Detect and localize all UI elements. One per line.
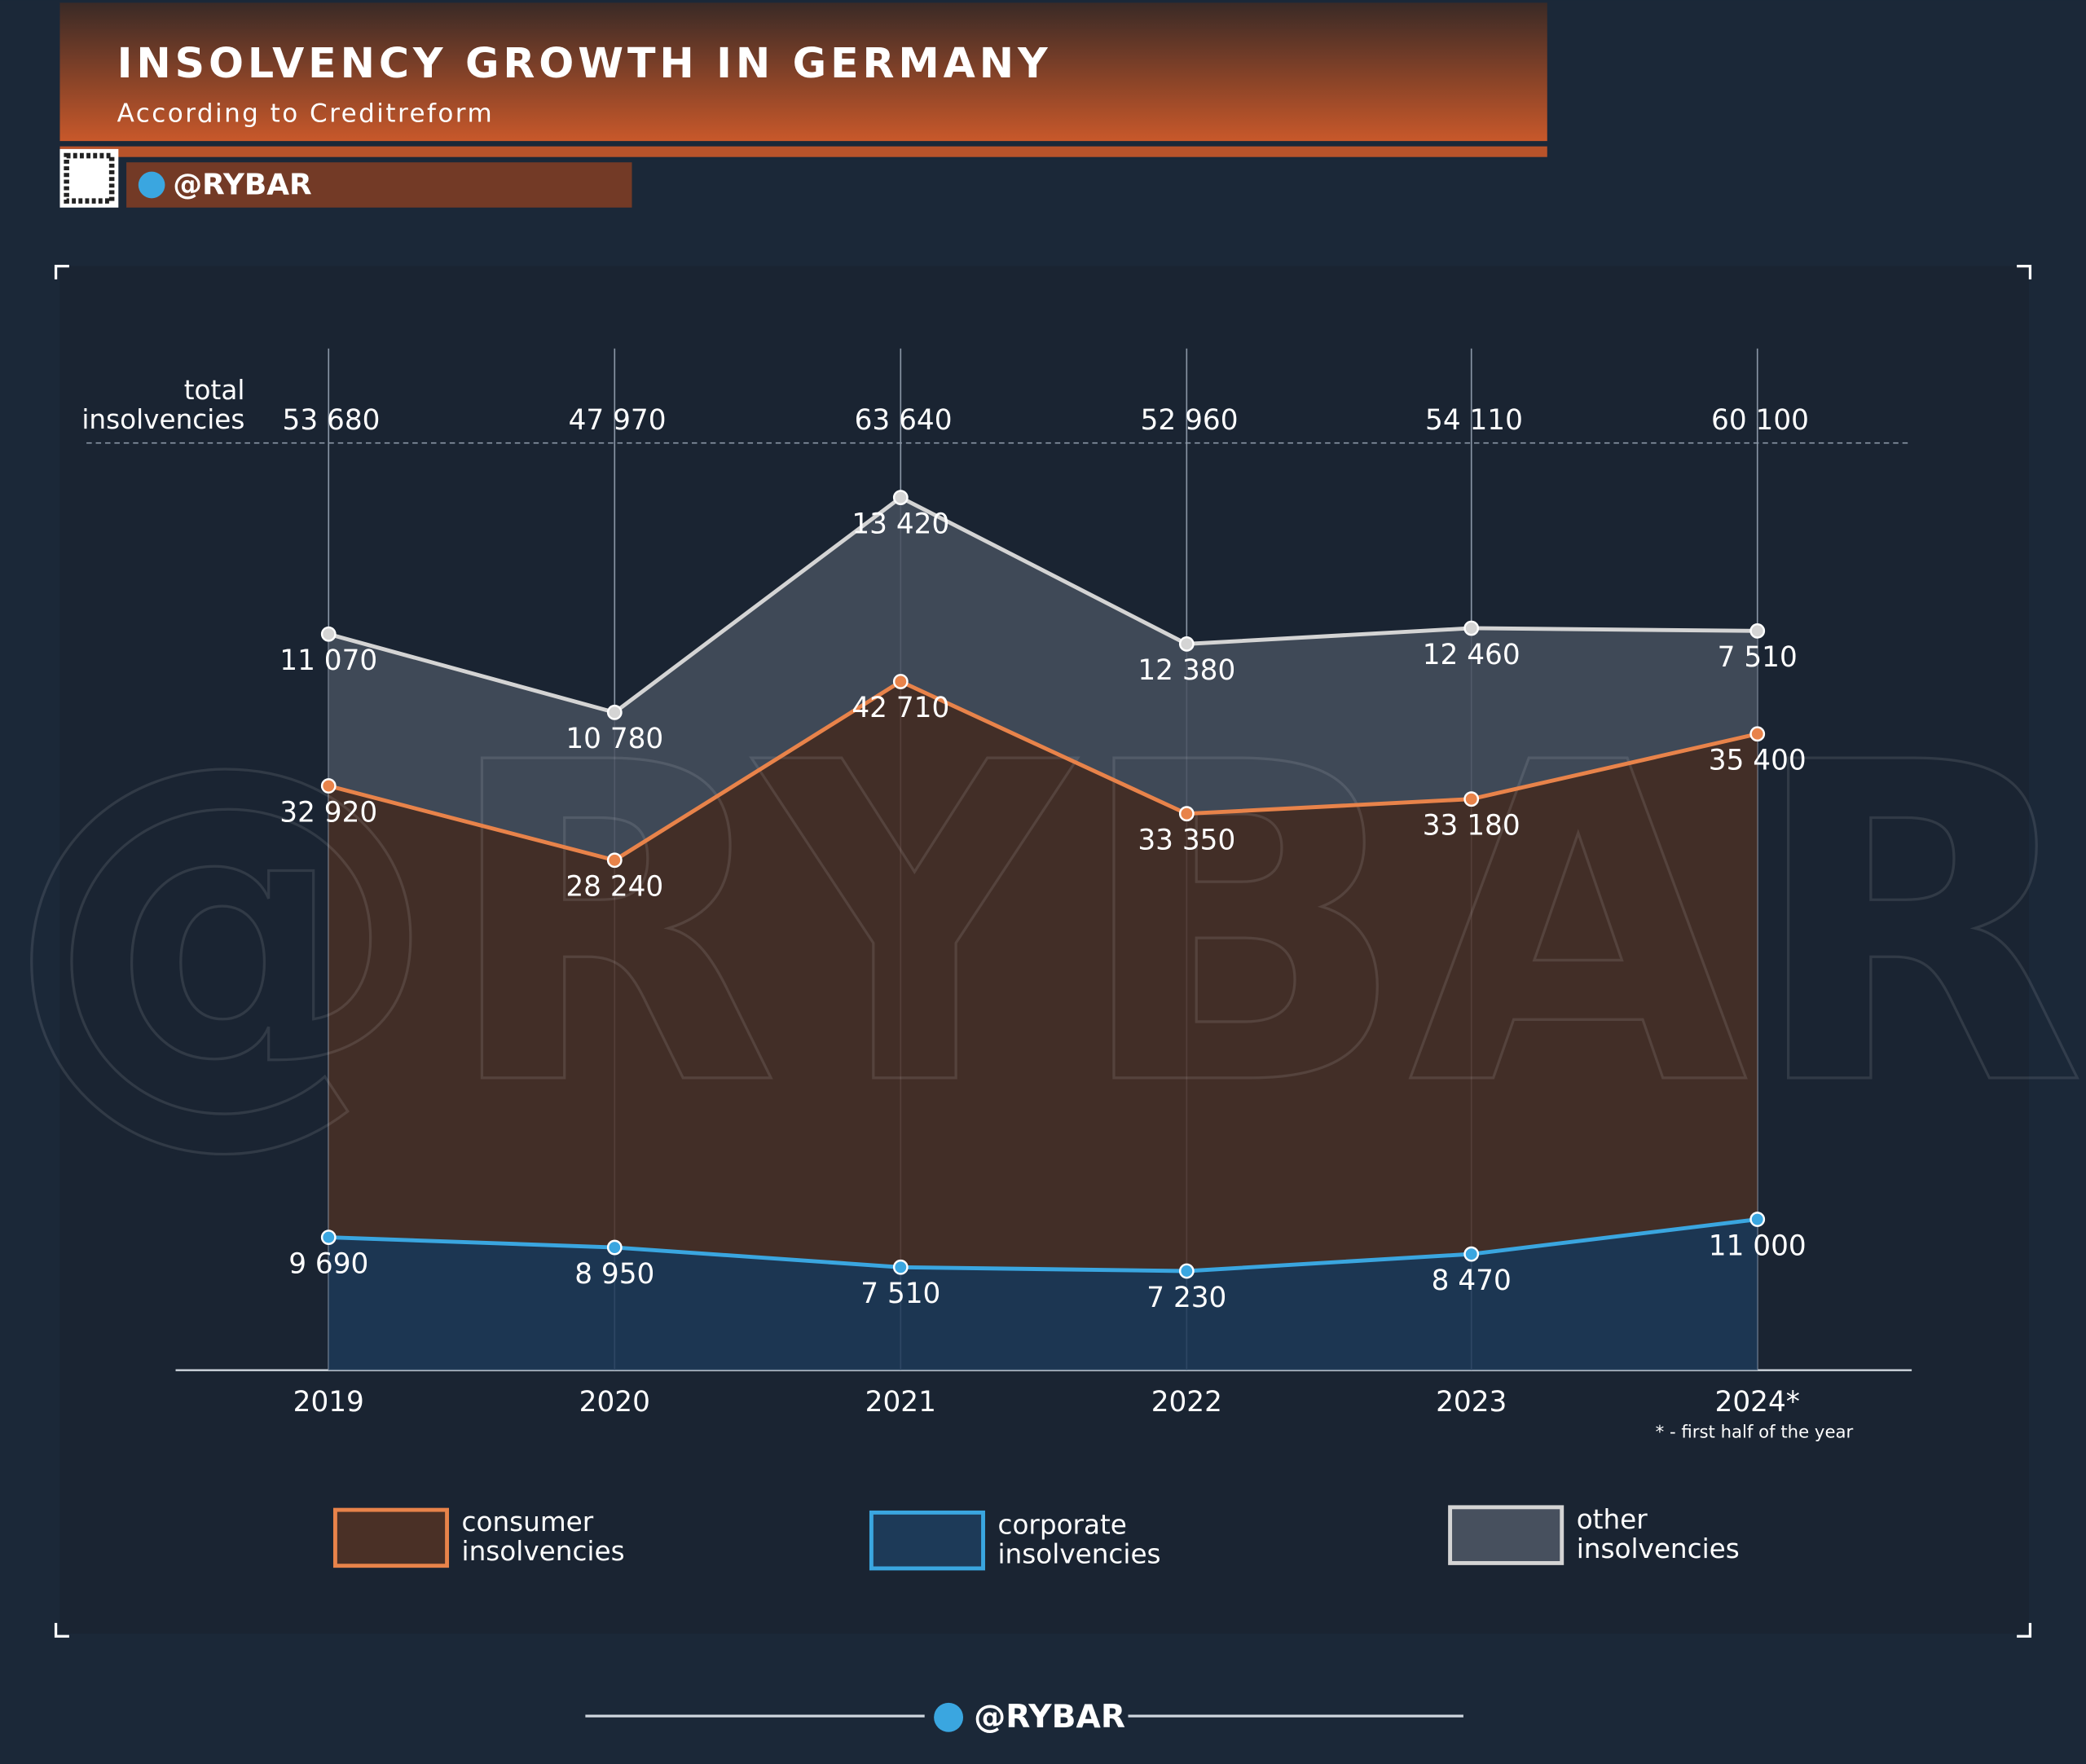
area — [328, 681, 1758, 1271]
x-tick-label: 2021 — [865, 1386, 936, 1419]
total-label: 54 110 — [1425, 404, 1523, 437]
telegram-icon — [138, 171, 165, 199]
brand: @RYBAR — [173, 169, 311, 202]
data-label: 28 240 — [566, 871, 663, 904]
area — [328, 1219, 1758, 1370]
data-label: 35 400 — [1709, 745, 1807, 777]
total-label: 47 970 — [569, 404, 667, 437]
brand-bar — [126, 162, 632, 208]
line — [328, 495, 1758, 715]
chart-subtitle: According to Creditreform — [117, 99, 494, 128]
point — [320, 778, 337, 794]
totals-title: total insolvencies — [81, 375, 245, 435]
x-tick-label: 2020 — [579, 1386, 650, 1419]
footer-brand: @RYBAR — [974, 1699, 1125, 1735]
data-label: 9 690 — [288, 1247, 368, 1280]
total-label: 53 680 — [283, 404, 381, 437]
footnote: * - first half of the year — [1656, 1422, 1854, 1442]
data-label: 7 510 — [860, 1278, 940, 1310]
legend-label: consumer insolvencies — [461, 1507, 625, 1568]
x-tick-label: 2022 — [1151, 1386, 1222, 1419]
data-label: 7 510 — [1718, 641, 1798, 674]
area — [328, 497, 1758, 860]
point — [892, 1259, 909, 1275]
totals-title-box: total insolvencies — [81, 375, 245, 435]
point — [320, 626, 337, 642]
point — [606, 704, 623, 720]
point — [1463, 1246, 1480, 1262]
x-tick-label: 2024* — [1715, 1386, 1800, 1419]
header-line — [59, 146, 1547, 157]
line — [328, 679, 1758, 863]
point — [1749, 1212, 1766, 1227]
legend-label: corporate insolvencies — [997, 1510, 1161, 1570]
legend-swatch — [332, 1507, 450, 1568]
point — [606, 852, 623, 869]
data-label: 7 230 — [1146, 1282, 1226, 1314]
x-tick-label: 2023 — [1436, 1386, 1507, 1419]
point — [320, 1230, 337, 1245]
point — [1178, 1263, 1195, 1279]
data-label: 11 000 — [1709, 1230, 1807, 1262]
data-label: 33 350 — [1138, 824, 1235, 856]
point — [1463, 620, 1480, 636]
legend-swatch — [1448, 1505, 1564, 1565]
legend-label-box: consumer insolvencies — [461, 1507, 625, 1568]
telegram-icon — [934, 1702, 964, 1732]
x-tick-label: 2019 — [293, 1386, 364, 1419]
chart-title: INSOLVENCY GROWTH IN GERMANY — [117, 39, 1052, 87]
point — [606, 1239, 623, 1256]
data-label: 10 780 — [566, 723, 663, 755]
point — [1178, 636, 1195, 652]
point — [1178, 806, 1195, 822]
data-label: 12 460 — [1423, 639, 1520, 671]
total-label: 63 640 — [855, 404, 953, 437]
header-bar — [59, 2, 1547, 142]
total-label: 52 960 — [1141, 404, 1239, 437]
point — [1463, 791, 1480, 807]
legend-label: other insolvencies — [1576, 1504, 1740, 1565]
data-label: 33 180 — [1423, 809, 1520, 842]
line — [328, 1217, 1758, 1274]
data-label: 8 950 — [574, 1258, 654, 1291]
data-label: 11 070 — [279, 644, 377, 677]
corner-marks — [54, 264, 2032, 1638]
qr-code — [59, 148, 119, 208]
legend-label-box: other insolvencies — [1576, 1504, 1740, 1565]
legend-label-box: corporate insolvencies — [997, 1510, 1161, 1570]
total-label: 60 100 — [1711, 404, 1809, 437]
point — [1749, 726, 1766, 742]
legend-swatch — [869, 1510, 985, 1571]
data-label: 42 710 — [852, 692, 949, 724]
data-label: 32 920 — [279, 796, 377, 829]
data-label: 8 470 — [1432, 1265, 1512, 1297]
data-label: 13 420 — [852, 508, 949, 540]
point — [892, 674, 909, 689]
point — [1749, 622, 1766, 639]
qr-pattern — [64, 152, 115, 204]
point — [892, 490, 909, 505]
data-label: 12 380 — [1138, 654, 1235, 687]
watermark: @RYBAR — [2, 671, 2086, 1182]
